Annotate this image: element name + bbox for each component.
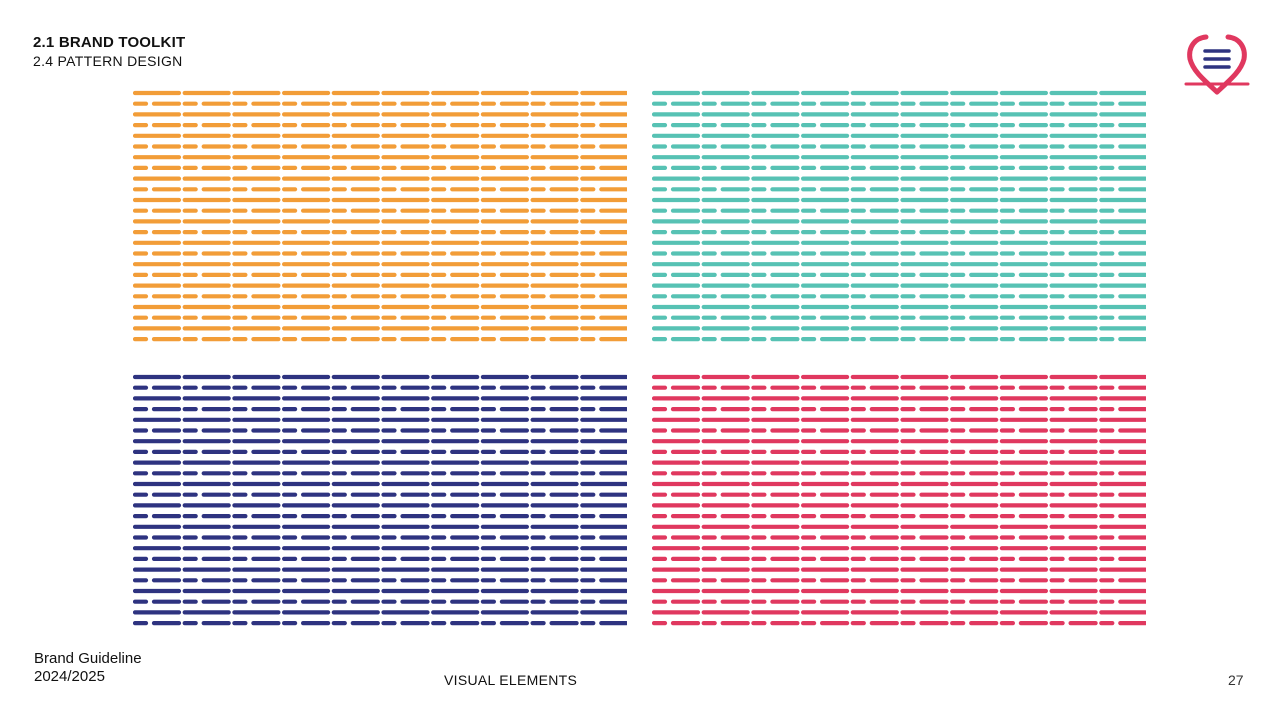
footer-doc-info: Brand Guideline 2024/2025	[34, 650, 142, 686]
pattern-swatch-navy	[133, 374, 627, 626]
heart-list-icon	[1184, 34, 1250, 95]
pattern-swatch-red	[652, 374, 1146, 626]
footer-chapter: VISUAL ELEMENTS	[444, 672, 578, 688]
page-header: 2.1 BRAND TOOLKIT 2.4 PATTERN DESIGN	[33, 34, 185, 70]
pattern-swatch-orange	[133, 90, 627, 342]
page-number: 27	[1228, 672, 1244, 688]
footer-doc-title: Brand Guideline	[34, 650, 142, 667]
pattern-swatch-teal	[652, 90, 1146, 342]
section-subtitle: 2.4 PATTERN DESIGN	[33, 53, 183, 69]
section-title: 2.1 BRAND TOOLKIT	[33, 34, 186, 51]
footer-doc-year: 2024/2025	[34, 668, 105, 685]
